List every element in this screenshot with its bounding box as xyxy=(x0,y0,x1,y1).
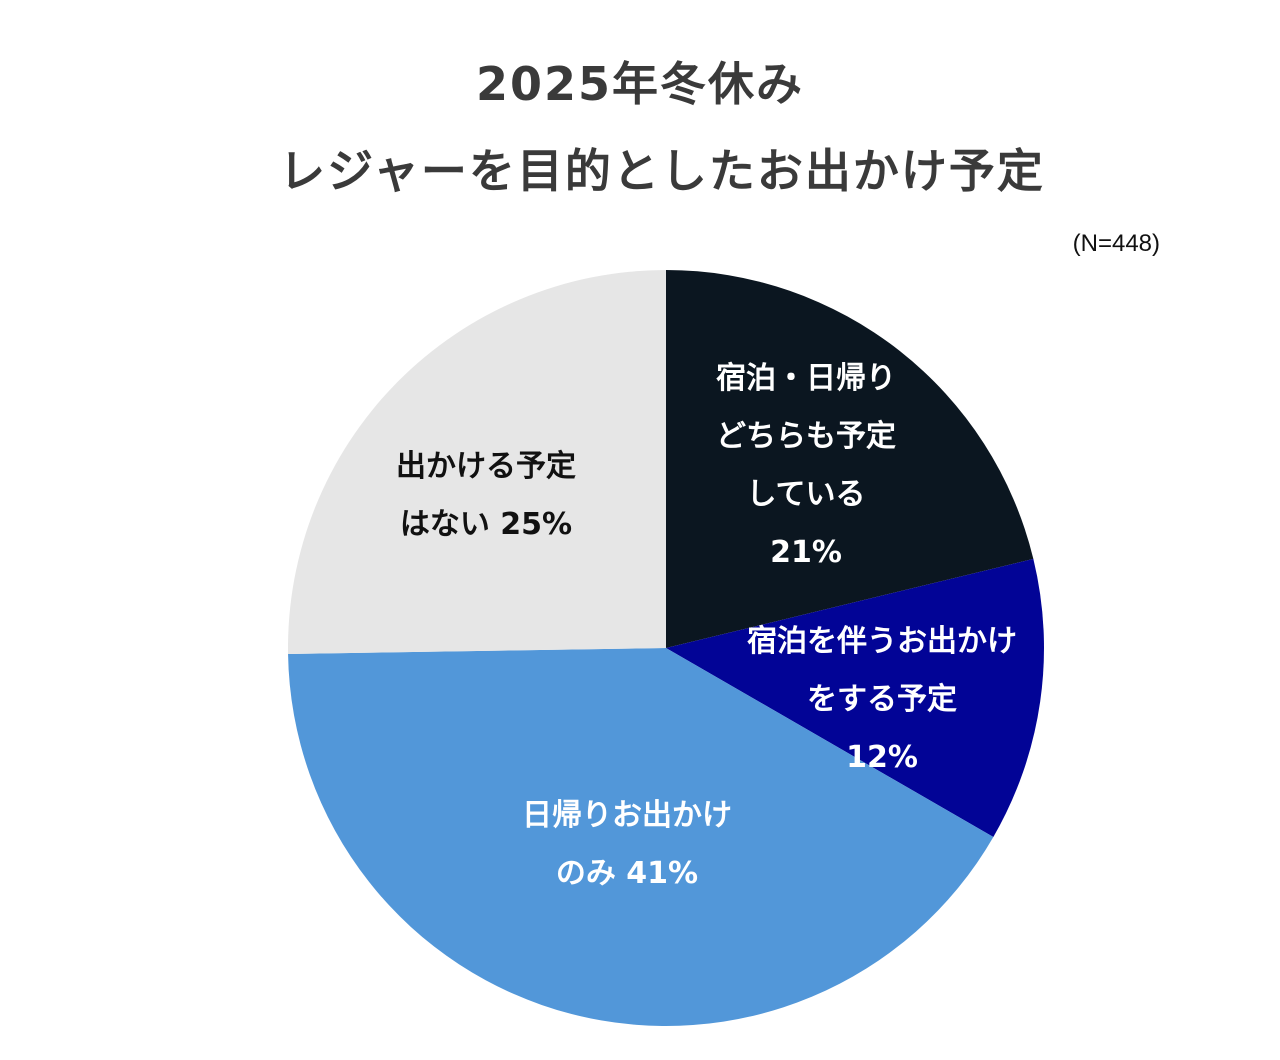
pie-slice-2 xyxy=(666,558,1044,837)
pie-slice-label-3: 日帰りお出かけのみ 41% xyxy=(522,798,732,891)
pie-slice-label-line: している xyxy=(746,477,865,512)
pie-slice-1 xyxy=(666,270,1034,648)
pie-slice-label-1: 宿泊・日帰りどちらも予定している 21% xyxy=(716,361,896,570)
pie-labels: 宿泊・日帰りどちらも予定している 21% 宿泊を伴うお出かけをする予定 12% 日帰りお… xyxy=(396,361,1017,891)
pie-slice-3 xyxy=(288,648,994,1026)
pie-slice-label-line: 宿泊・日帰り xyxy=(716,361,896,396)
pie-slice-label-2: 宿泊を伴うお出かけをする予定 12% xyxy=(747,624,1017,775)
pie-slice-label-line: のみ 41% xyxy=(556,856,698,891)
pie-slice-label-line: 12% xyxy=(846,740,918,775)
pie-slice-label-line: はない 25% xyxy=(400,507,572,542)
pie-slice-label-line: どちらも予定 xyxy=(716,419,896,454)
sample-size-annotation: (N=448) xyxy=(1072,230,1160,257)
pie-slice-label-line: 21% xyxy=(770,535,842,570)
pie-slices xyxy=(287,270,1044,1026)
pie-slice-label-line: 宿泊を伴うお出かけ xyxy=(747,624,1017,659)
chart-title-line-1: 2025年冬休み xyxy=(475,57,805,111)
pie-slice-label-line: をする予定 xyxy=(807,682,957,717)
pie-slice-4 xyxy=(287,270,666,654)
pie-slice-label-4: 出かける予定はない 25% xyxy=(396,449,576,542)
pie-slice-label-line: 日帰りお出かけ xyxy=(522,798,732,833)
pie-slice-label-line: 出かける予定 xyxy=(396,449,576,484)
chart-title-line-2: レジャーを目的としたお出かけ予定 xyxy=(279,144,1045,198)
